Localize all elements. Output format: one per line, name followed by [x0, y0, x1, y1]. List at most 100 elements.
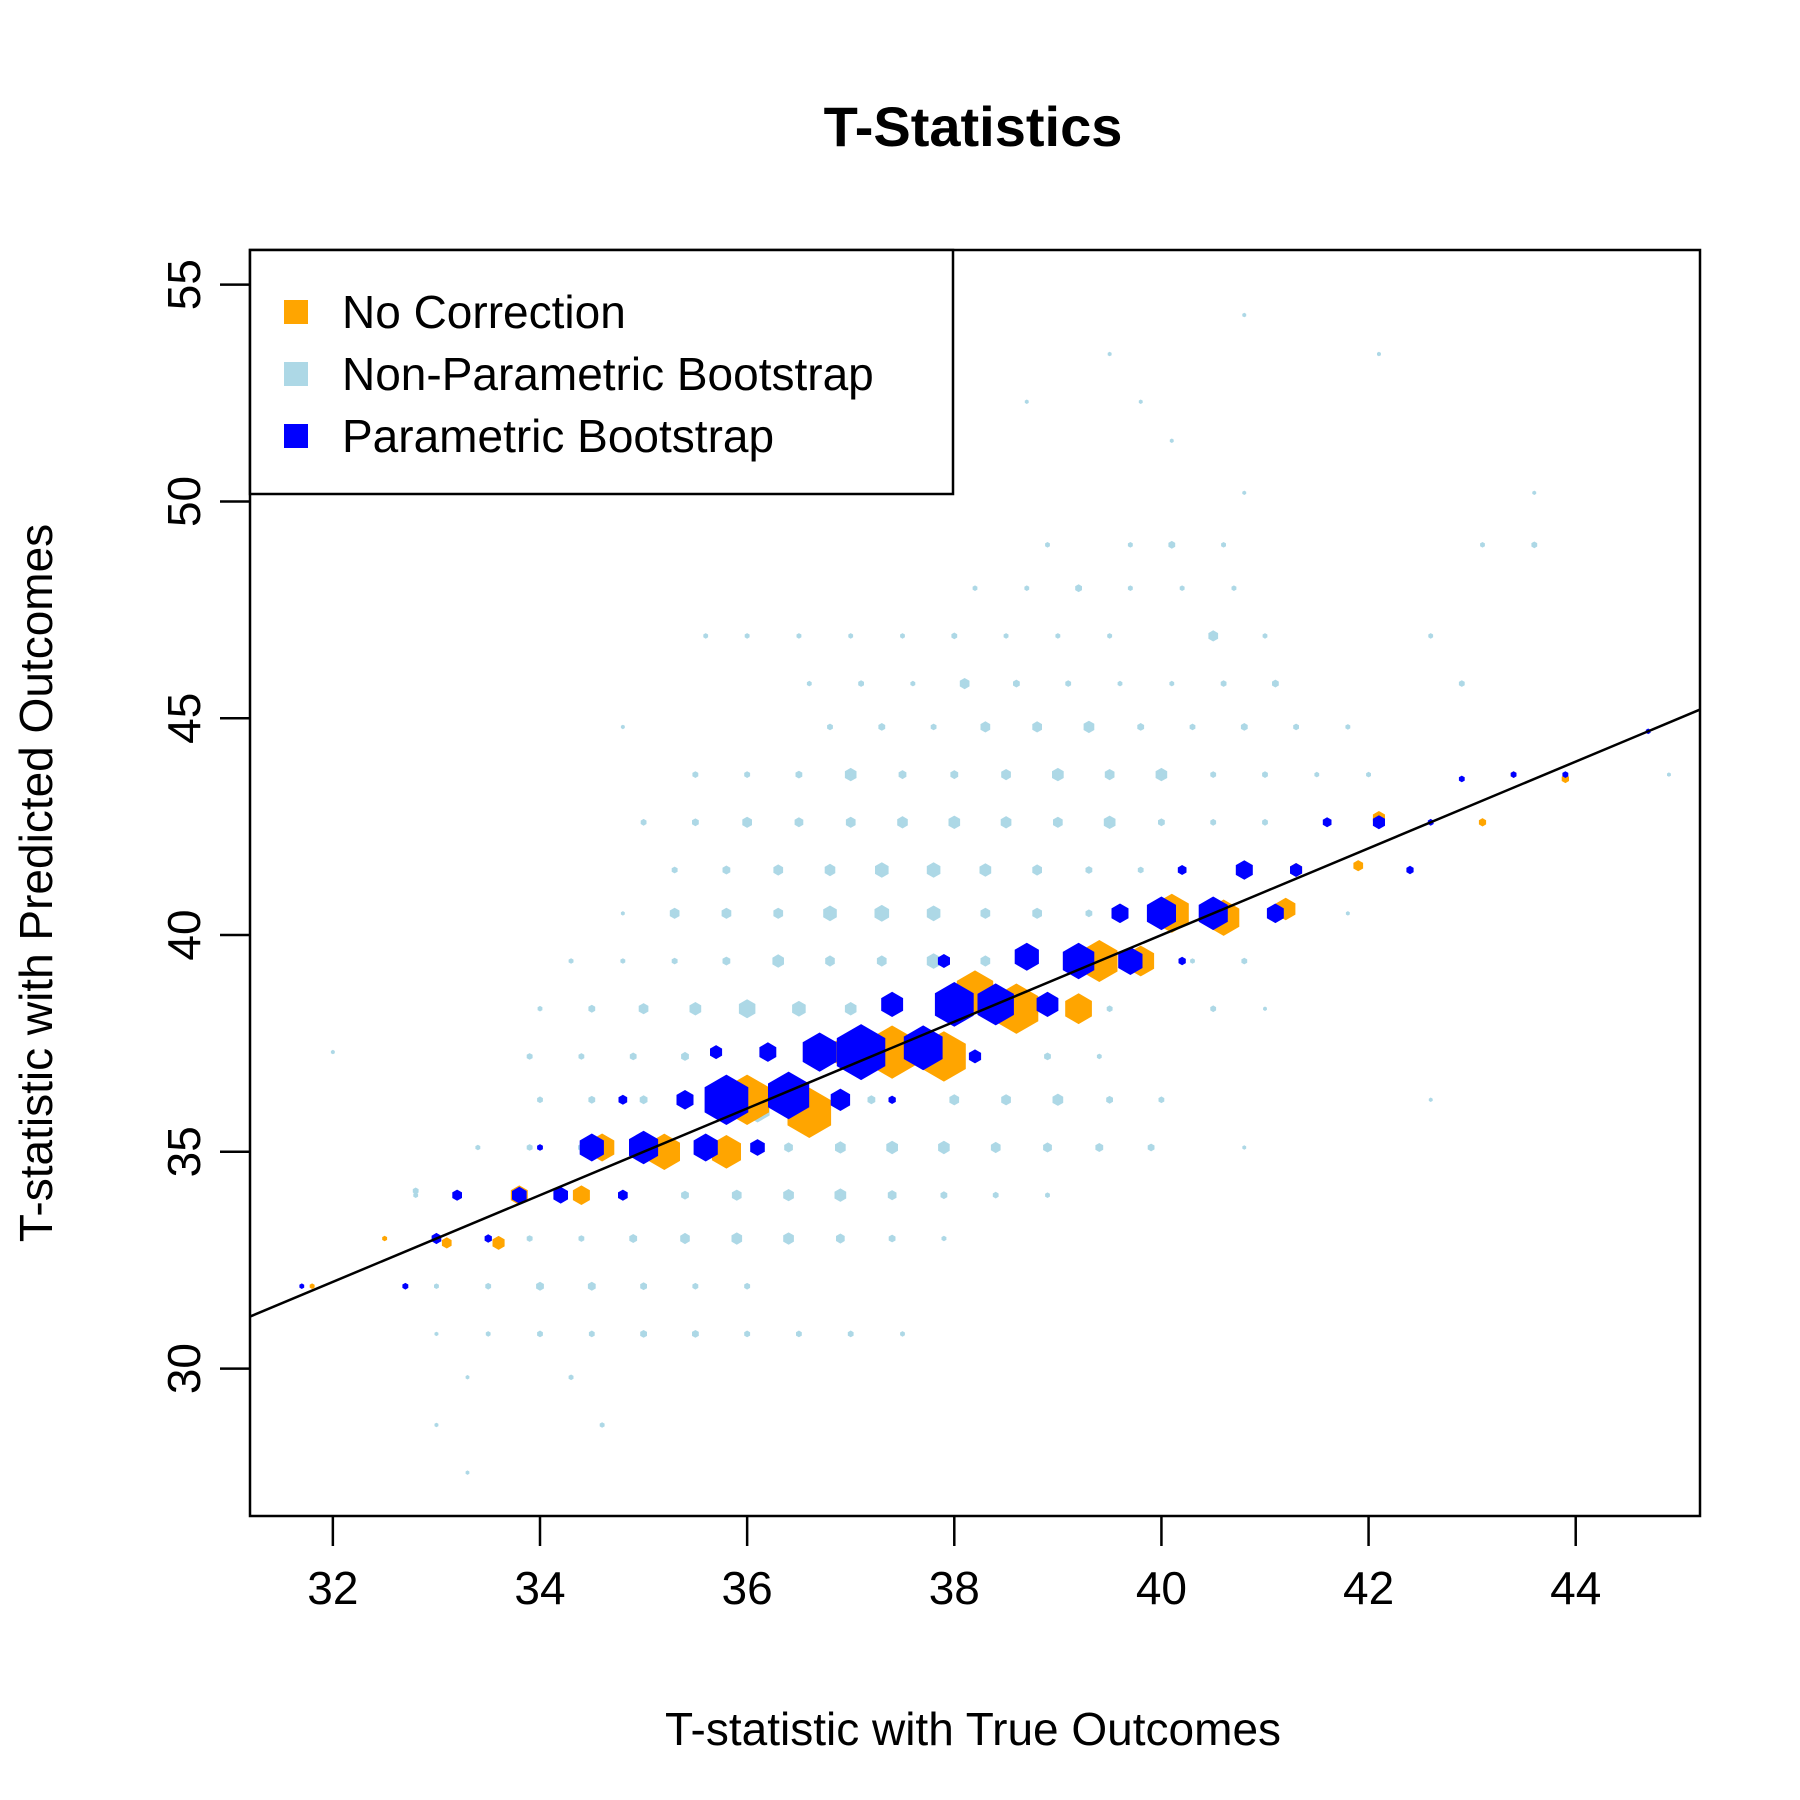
- non-parametric-bootstrap-hexbin: [1169, 680, 1175, 687]
- non-parametric-bootstrap-hexbin: [783, 1189, 794, 1202]
- non-parametric-bootstrap-hexbin: [692, 1282, 699, 1290]
- non-parametric-bootstrap-hexbin: [835, 1141, 846, 1154]
- non-parametric-bootstrap-hexbin: [1137, 866, 1144, 874]
- x-tick-label: 44: [1550, 1562, 1601, 1614]
- non-parametric-bootstrap-hexbin: [876, 955, 887, 967]
- non-parametric-bootstrap-hexbin: [1053, 816, 1063, 828]
- x-axis: 32 34 36 38 40 42 44: [307, 1516, 1601, 1614]
- non-parametric-bootstrap-hexbin: [834, 1188, 847, 1202]
- non-parametric-bootstrap-hexbin: [1168, 540, 1176, 549]
- non-parametric-bootstrap-hexbin: [1155, 767, 1168, 782]
- non-parametric-bootstrap-hexbin: [1045, 542, 1050, 548]
- non-parametric-bootstrap-hexbin: [1480, 542, 1485, 548]
- non-parametric-bootstrap-hexbin: [1044, 1052, 1051, 1061]
- non-parametric-bootstrap-hexbin: [1085, 866, 1093, 874]
- non-parametric-bootstrap-hexbin: [980, 721, 991, 733]
- legend-swatch: [284, 300, 308, 324]
- parametric-bootstrap-hexbin: [888, 1095, 896, 1104]
- non-parametric-bootstrap-hexbin: [1001, 769, 1011, 781]
- non-parametric-bootstrap-hexbin: [1003, 633, 1009, 639]
- non-parametric-bootstrap-hexbin: [738, 999, 756, 1019]
- no-correction-hexbin: [1353, 860, 1364, 872]
- parametric-bootstrap-hexbin: [968, 1049, 982, 1064]
- non-parametric-bootstrap-hexbin: [526, 1235, 533, 1242]
- non-parametric-bootstrap-hexbin: [722, 956, 731, 966]
- non-parametric-bootstrap-hexbin: [744, 771, 751, 778]
- parametric-bootstrap-hexbin: [693, 1133, 718, 1162]
- non-parametric-bootstrap-hexbin: [639, 1095, 648, 1105]
- non-parametric-bootstrap-hexbin: [972, 585, 978, 591]
- parametric-bootstrap-hexbin: [1372, 815, 1385, 830]
- non-parametric-bootstrap-hexbin: [886, 1140, 898, 1155]
- non-parametric-bootstrap-hexbin: [465, 1470, 470, 1475]
- non-parametric-bootstrap-hexbin: [744, 633, 750, 639]
- non-parametric-bootstrap-hexbin: [1045, 1192, 1050, 1198]
- non-parametric-bootstrap-hexbin: [1240, 723, 1248, 731]
- non-parametric-bootstrap-hexbin: [844, 1002, 857, 1016]
- non-parametric-bootstrap-hexbin: [568, 958, 574, 964]
- non-parametric-bootstrap-hexbin: [1293, 723, 1299, 731]
- non-parametric-bootstrap-hexbin: [526, 1053, 533, 1060]
- non-parametric-bootstrap-hexbin: [1085, 909, 1093, 918]
- non-parametric-bootstrap-hexbin: [1262, 818, 1268, 826]
- non-parametric-bootstrap-hexbin: [1262, 633, 1268, 639]
- non-parametric-bootstrap-hexbin: [1210, 1005, 1217, 1013]
- non-parametric-bootstrap-hexbin: [1127, 542, 1133, 548]
- non-parametric-bootstrap-hexbin: [671, 957, 678, 965]
- non-parametric-bootstrap-hexbin: [1103, 815, 1116, 829]
- non-parametric-bootstrap-hexbin: [669, 907, 680, 919]
- non-parametric-bootstrap-hexbin: [703, 633, 709, 639]
- non-parametric-bootstrap-hexbin: [1428, 633, 1434, 639]
- non-parametric-bootstrap-hexbin: [1106, 1095, 1113, 1104]
- no-correction-hexbin: [309, 1283, 315, 1289]
- non-parametric-bootstrap-hexbin: [930, 723, 937, 731]
- non-parametric-bootstrap-hexbin: [980, 955, 991, 967]
- non-parametric-bootstrap-hexbin: [1052, 767, 1064, 782]
- non-parametric-bootstrap-hexbin: [1263, 1006, 1267, 1011]
- parametric-bootstrap-hexbin: [830, 1088, 851, 1111]
- parametric-bootstrap-hexbin: [710, 1045, 723, 1060]
- non-parametric-bootstrap-hexbin: [731, 1189, 742, 1201]
- non-parametric-bootstrap-hexbin: [1210, 771, 1217, 778]
- parametric-bootstrap-hexbin: [802, 1032, 837, 1072]
- non-parametric-bootstrap-hexbin: [578, 1235, 585, 1242]
- non-parametric-bootstrap-hexbin: [731, 1232, 743, 1245]
- non-parametric-bootstrap-hexbin: [1075, 584, 1082, 593]
- y-tick-label: 35: [158, 1126, 210, 1177]
- non-parametric-bootstrap-hexbin: [620, 724, 625, 730]
- no-correction-hexbin: [382, 1235, 388, 1242]
- non-parametric-bootstrap-hexbin: [465, 1375, 470, 1380]
- non-parametric-bootstrap-hexbin: [620, 911, 625, 916]
- non-parametric-bootstrap-hexbin: [640, 818, 647, 826]
- non-parametric-bootstrap-hexbin: [783, 1232, 794, 1245]
- non-parametric-bootstrap-hexbin: [722, 865, 731, 875]
- non-parametric-bootstrap-hexbin: [1377, 351, 1381, 357]
- no-correction-hexbin: [711, 1135, 741, 1169]
- non-parametric-bootstrap-hexbin: [949, 1094, 960, 1106]
- parametric-bootstrap-hexbin: [1266, 903, 1284, 924]
- non-parametric-bootstrap-hexbin: [825, 955, 835, 967]
- parametric-bootstrap-hexbin: [1235, 860, 1253, 880]
- non-parametric-bootstrap-hexbin: [1314, 771, 1320, 778]
- y-tick-label: 55: [158, 259, 210, 310]
- plot-frame: [248, 248, 1702, 1518]
- non-parametric-bootstrap-hexbin: [1083, 720, 1095, 734]
- non-parametric-bootstrap-hexbin: [878, 723, 886, 731]
- non-parametric-bootstrap-hexbin: [1189, 723, 1196, 731]
- parametric-bootstrap-hexbin: [1510, 771, 1517, 778]
- y-tick-label: 50: [158, 476, 210, 527]
- points-layer: [299, 312, 1671, 1475]
- non-parametric-bootstrap-hexbin: [1221, 542, 1226, 548]
- parametric-bootstrap-hexbin: [1406, 865, 1414, 875]
- non-parametric-bootstrap-hexbin: [1024, 399, 1029, 404]
- non-parametric-bootstrap-hexbin: [844, 767, 857, 782]
- non-parametric-bootstrap-hexbin: [629, 1234, 638, 1243]
- non-parametric-bootstrap-hexbin: [599, 1422, 605, 1428]
- non-parametric-bootstrap-hexbin: [1242, 1145, 1247, 1150]
- non-parametric-bootstrap-hexbin: [888, 1234, 896, 1243]
- non-parametric-bootstrap-hexbin: [692, 818, 699, 827]
- non-parametric-bootstrap-hexbin: [1032, 907, 1042, 919]
- non-parametric-bootstrap-hexbin: [536, 1281, 544, 1291]
- non-parametric-bootstrap-hexbin: [681, 1051, 689, 1061]
- parametric-bootstrap-hexbin: [299, 1283, 305, 1289]
